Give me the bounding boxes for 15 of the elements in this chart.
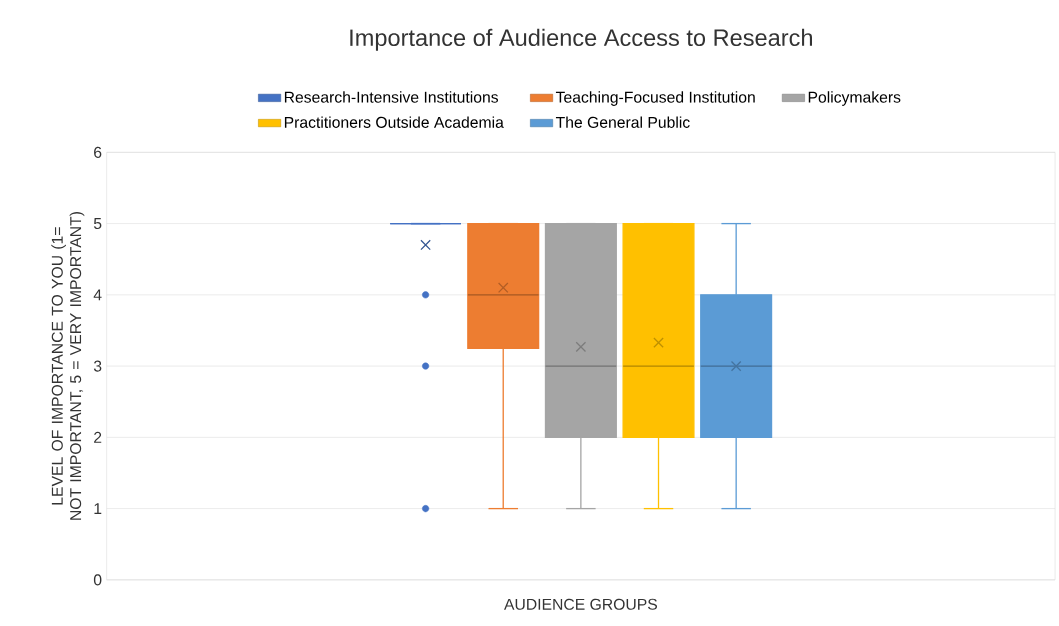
legend-label: Practitioners Outside Academia xyxy=(284,116,504,128)
chart-title: Importance of Audience Access to Research xyxy=(350,28,813,51)
y-tick-label: 6 xyxy=(94,146,102,158)
y-tick-label: 3 xyxy=(93,360,102,372)
legend-label: Policymakers xyxy=(808,91,901,106)
legend-label: Teaching-Focused Institution xyxy=(555,91,755,106)
y-tick-label: 5 xyxy=(93,218,102,230)
x-axis-title: AUDIENCE GROUPS xyxy=(504,598,658,610)
y-axis-title: LEVEL OF IMPORTANCE TO YOU (1= NOT IMPORTANT, 5 = VERY IMPORTANT) xyxy=(51,212,85,520)
y-tick-label: 4 xyxy=(93,289,102,301)
legend-label: Research-Intensive Institutions xyxy=(284,91,499,103)
y-tick-label: 2 xyxy=(94,431,102,443)
y-tick-label: 1 xyxy=(94,503,102,514)
y-tick-label: 0 xyxy=(93,574,102,586)
legend-label: The General Public xyxy=(555,116,690,128)
